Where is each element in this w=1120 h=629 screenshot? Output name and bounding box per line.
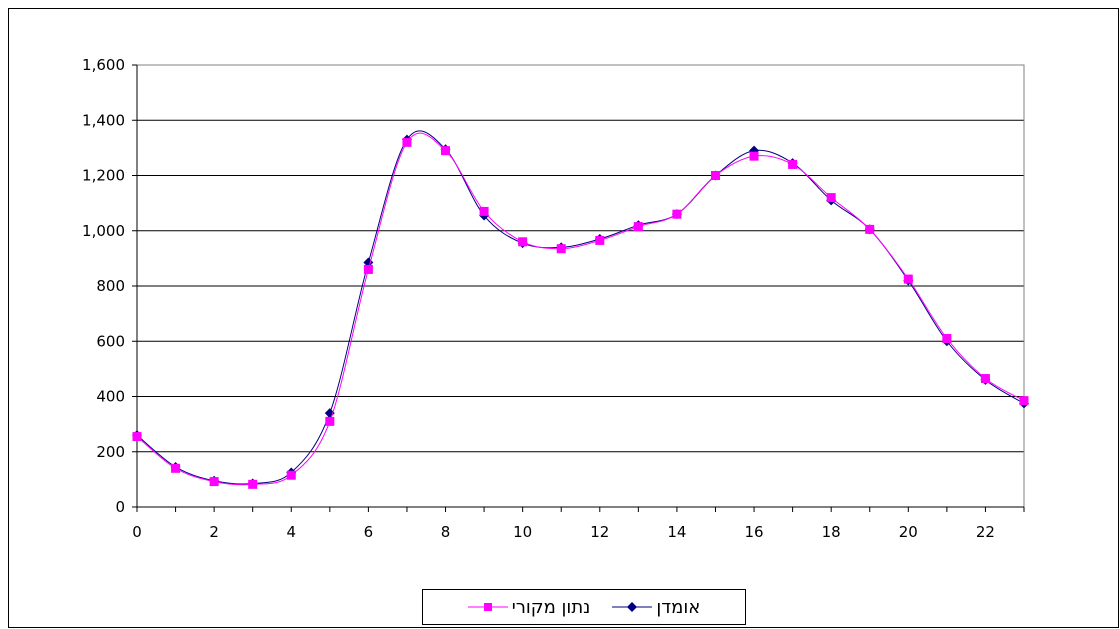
y-tick-label: 400 (96, 388, 125, 406)
data-point-square (710, 171, 720, 180)
x-tick-label: 6 (364, 523, 374, 541)
x-tick-label: 8 (441, 523, 451, 541)
x-tick-label: 2 (209, 523, 219, 541)
data-point-square (518, 237, 528, 247)
chart-frame: 0 200 400 600 800 1,000 1,200 1,400 1,600 0 2 4 6 8 10… (8, 8, 1119, 628)
data-point-square (633, 222, 643, 232)
data-point-square (556, 244, 566, 254)
data-point-square (441, 146, 451, 156)
data-point-square (942, 333, 952, 343)
data-point-square (903, 274, 913, 284)
legend-swatch-estimate-icon (612, 602, 653, 612)
data-point-square (325, 416, 335, 426)
line-chart: 0 200 400 600 800 1,000 1,200 1,400 1,600 0 2 4 6 8 10… (82, 56, 1029, 541)
x-tick-label: 18 (822, 523, 841, 541)
data-point-square (788, 159, 798, 169)
data-point-square (363, 264, 373, 274)
series-line-0 (136, 130, 1025, 485)
data-point-square (248, 479, 258, 489)
y-tick-label: 800 (96, 277, 125, 295)
legend-entry-original: נתון מקורי (467, 596, 591, 618)
data-point-square (826, 193, 836, 203)
data-point-square (286, 470, 296, 480)
data-point-square (672, 209, 682, 219)
legend-label-original: נתון מקורי (511, 596, 591, 618)
axes: 0 200 400 600 800 1,000 1,200 1,400 1,600 0 2 4 6 8 10… (82, 56, 1025, 541)
x-tick-label: 0 (132, 523, 142, 541)
y-tick-label: 600 (96, 332, 125, 350)
series-line-1 (136, 132, 1025, 486)
x-tick-label: 20 (899, 523, 918, 541)
legend-entry-estimate: אומדן (612, 597, 700, 618)
legend-label-estimate: אומדן (656, 596, 701, 618)
legend: אומדן נתון מקורי (422, 589, 746, 625)
legend-swatch-original-icon (467, 603, 508, 611)
y-tick-label: 1,600 (82, 56, 125, 74)
x-tick-label: 16 (744, 523, 763, 541)
series (132, 130, 1029, 489)
data-point-square (132, 432, 142, 442)
data-point-square (865, 224, 875, 234)
grid-lines (137, 64, 1024, 453)
y-tick-label: 1,400 (82, 111, 125, 129)
x-tick-label: 10 (513, 523, 532, 541)
data-point-square (171, 463, 181, 473)
y-tick-label: 200 (96, 443, 125, 461)
y-tick-label: 1,200 (82, 167, 125, 185)
x-tick-label: 12 (590, 523, 609, 541)
x-tick-label: 22 (976, 523, 995, 541)
data-point-square (209, 477, 219, 487)
data-point-square (980, 374, 990, 384)
x-tick-label: 4 (286, 523, 296, 541)
data-point-square (479, 206, 489, 216)
y-tick-label: 0 (115, 498, 125, 516)
data-point-square (595, 235, 605, 245)
data-point-square (1019, 396, 1029, 406)
y-tick-label: 1,000 (82, 222, 125, 240)
data-point-square (749, 151, 759, 161)
x-tick-label: 14 (667, 523, 686, 541)
data-point-square (402, 137, 412, 147)
